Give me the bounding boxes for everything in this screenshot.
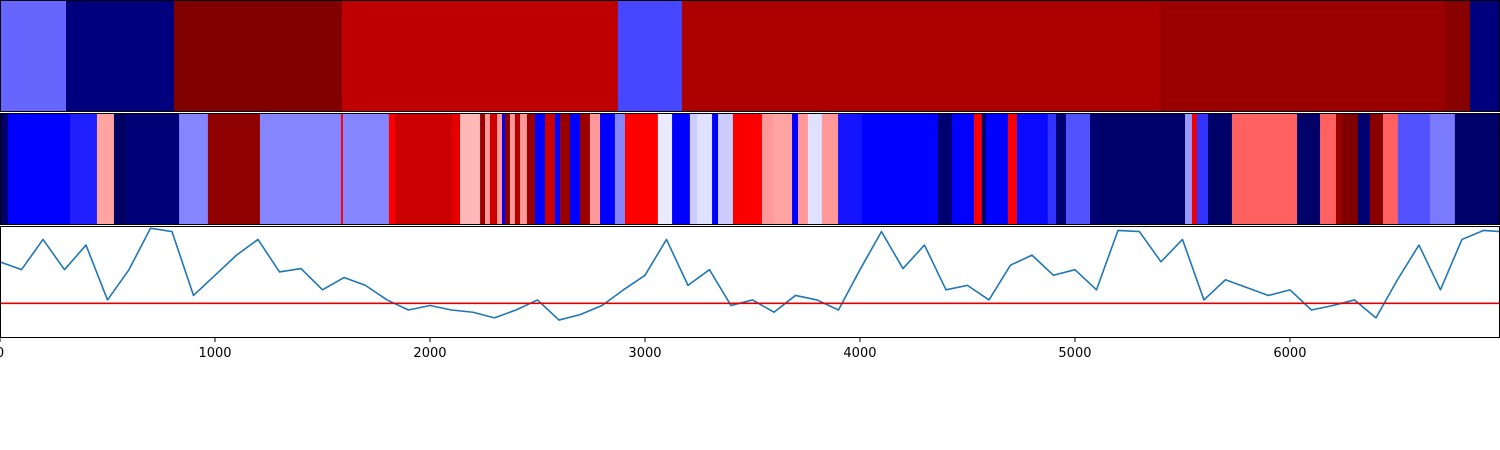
segment — [179, 113, 209, 225]
segment — [207, 113, 261, 225]
segment — [1191, 113, 1198, 225]
segment — [1320, 113, 1337, 225]
segment — [388, 113, 396, 225]
segment — [718, 113, 734, 225]
segment — [821, 113, 839, 225]
segment — [672, 113, 691, 225]
segment — [1231, 113, 1298, 225]
segment — [113, 113, 127, 225]
segment — [1047, 113, 1057, 225]
segment — [792, 113, 799, 225]
segment — [1454, 113, 1500, 225]
segment — [342, 113, 390, 225]
segment — [0, 0, 67, 112]
x-tick-label: 2000 — [413, 346, 446, 361]
segment — [861, 113, 939, 225]
segment — [772, 113, 793, 225]
segment — [342, 0, 619, 112]
segment — [985, 113, 1009, 225]
x-tick-label: 4000 — [843, 346, 876, 361]
x-tick-label: 0 — [0, 346, 4, 361]
segment — [569, 113, 581, 225]
segment — [1090, 113, 1101, 225]
segment — [173, 0, 343, 112]
segment — [1429, 113, 1456, 225]
segment — [624, 113, 659, 225]
segment — [489, 113, 498, 225]
segment — [340, 113, 344, 225]
segment — [981, 113, 987, 225]
segment — [681, 0, 1161, 112]
segment — [1185, 113, 1193, 225]
segment — [509, 113, 516, 225]
segment — [526, 113, 536, 225]
panel-frame — [0, 226, 1500, 338]
segment — [689, 113, 698, 225]
segment — [505, 113, 511, 225]
segment — [614, 113, 626, 225]
segment — [66, 0, 175, 112]
segment — [545, 113, 556, 225]
segment — [617, 0, 683, 112]
segment — [807, 113, 823, 225]
segment — [520, 113, 528, 225]
segment — [1469, 0, 1500, 112]
segment — [798, 113, 809, 225]
segment — [514, 113, 521, 225]
x-tick-label: 5000 — [1058, 346, 1091, 361]
segment — [600, 113, 616, 225]
segment — [973, 113, 983, 225]
segment — [394, 113, 453, 225]
segment — [480, 113, 486, 225]
segment — [1397, 113, 1431, 225]
segment — [1065, 113, 1091, 225]
segment — [259, 113, 342, 225]
segment — [1056, 113, 1067, 225]
segment — [1297, 113, 1321, 225]
segment — [1007, 113, 1018, 225]
segment — [1335, 113, 1343, 225]
segment — [0, 113, 9, 225]
segment — [838, 113, 863, 225]
x-tick-label: 1000 — [198, 346, 231, 361]
segment — [589, 113, 601, 225]
segment — [580, 113, 591, 225]
segment — [502, 113, 506, 225]
segment — [497, 113, 503, 225]
segment — [1383, 113, 1399, 225]
segment — [7, 113, 71, 225]
segment — [697, 113, 713, 225]
segment — [1159, 0, 1446, 112]
x-tick-label: 6000 — [1273, 346, 1306, 361]
segment — [1341, 113, 1359, 225]
segment — [485, 113, 491, 225]
segment — [1357, 113, 1371, 225]
segment — [761, 113, 774, 225]
segment — [732, 113, 763, 225]
segment — [1208, 113, 1233, 225]
segment — [1369, 113, 1384, 225]
segment — [460, 113, 481, 225]
segment — [125, 113, 180, 225]
segment — [554, 113, 561, 225]
segment — [1444, 0, 1471, 112]
segment — [451, 113, 461, 225]
segment — [951, 113, 975, 225]
segment — [1016, 113, 1049, 225]
x-tick-label: 3000 — [628, 346, 661, 361]
segment — [712, 113, 719, 225]
segment — [534, 113, 546, 225]
segment — [1099, 113, 1186, 225]
segment — [657, 113, 673, 225]
segment — [1196, 113, 1209, 225]
data-line — [0, 227, 1500, 321]
segment — [96, 113, 115, 225]
segment — [70, 113, 98, 225]
segment — [560, 113, 571, 225]
segment — [938, 113, 953, 225]
